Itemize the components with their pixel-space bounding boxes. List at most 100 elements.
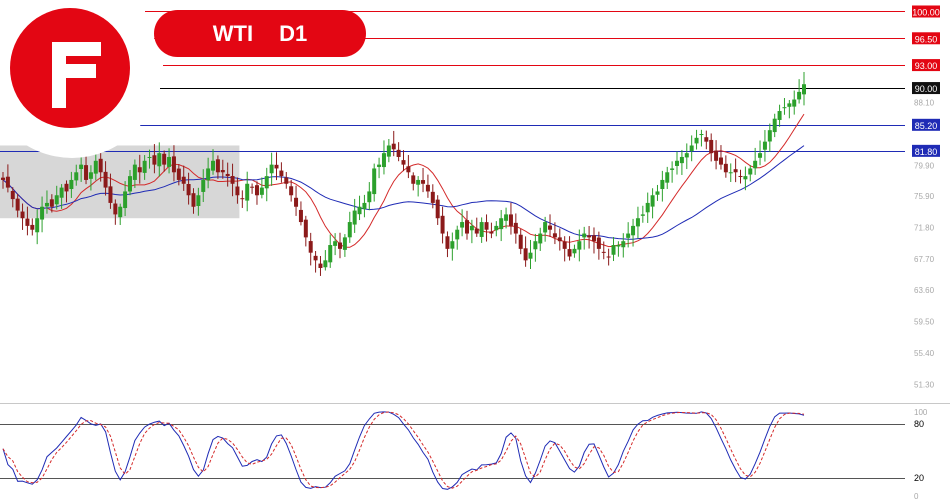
candle-body: [723, 163, 728, 173]
slow-ma-line: [2, 145, 805, 240]
candle-body: [504, 214, 509, 221]
candle-body: [450, 241, 455, 249]
candle-body: [230, 176, 235, 184]
candle-body: [611, 245, 616, 255]
brand-logo: [0, 0, 160, 158]
candle-body: [176, 168, 181, 180]
candle-body: [533, 241, 538, 250]
candle-body: [748, 168, 753, 175]
candle-body: [254, 185, 259, 196]
candle-body: [421, 180, 426, 184]
level-tag-96-50: 96.50: [915, 34, 938, 44]
candle-body: [186, 183, 191, 196]
candle-body: [93, 160, 98, 174]
candle-body: [464, 220, 469, 234]
candle-body: [445, 236, 450, 249]
candle-body: [792, 99, 797, 107]
candle-body: [235, 186, 240, 196]
candle-body: [474, 228, 479, 234]
level-tag-bg: [912, 144, 940, 157]
candle-body: [211, 160, 216, 171]
candle-body: [777, 111, 782, 120]
candle-body: [157, 153, 162, 167]
candle-body: [728, 172, 733, 174]
symbol-badge: WTI D1: [154, 10, 366, 57]
logo-layer: [0, 0, 160, 158]
candle-body: [127, 176, 132, 192]
candle-body: [30, 224, 35, 230]
candle-body: [425, 184, 430, 192]
candle-body: [430, 191, 435, 203]
candle-body: [411, 175, 416, 184]
oscillator-tick-label: 80: [914, 419, 924, 429]
candle-body: [548, 225, 553, 230]
level-tag-81-80: 81.80: [915, 147, 938, 157]
stochastic-main-line: [2, 411, 805, 490]
candle-body: [108, 186, 113, 203]
level-tag-90-00: 90.00: [915, 84, 938, 94]
candle-body: [250, 186, 255, 188]
candle-body: [469, 225, 474, 231]
candle-body: [401, 160, 406, 165]
candle-body: [479, 222, 484, 237]
candle-body: [215, 159, 220, 173]
candle-body: [240, 198, 245, 200]
level-tag-100-00: 100.00: [912, 7, 940, 17]
level-tag-bg: [912, 59, 940, 72]
candle-body: [338, 242, 343, 249]
candle-body: [342, 237, 347, 250]
candle-body: [377, 164, 382, 167]
candle-body: [1, 177, 5, 180]
candle-body: [123, 191, 128, 209]
candle-body: [675, 160, 680, 166]
oscillator-layer: [0, 411, 905, 490]
candle-body: [572, 248, 577, 254]
candle-body: [709, 139, 714, 154]
candle-body: [753, 160, 758, 169]
candle-body: [435, 199, 440, 219]
candle-body: [714, 150, 719, 161]
candle-body: [787, 103, 792, 107]
candle-body: [489, 231, 494, 234]
candle-body: [113, 203, 118, 215]
price-tick-label: 55.40: [914, 349, 935, 358]
candle-body: [88, 172, 93, 179]
candle-body: [142, 160, 147, 173]
candle-body: [440, 215, 445, 234]
candle-body: [20, 211, 25, 219]
candle-body: [264, 176, 269, 189]
candle-body: [220, 170, 225, 173]
candle-body: [670, 168, 675, 170]
candle-body: [523, 248, 528, 261]
candle-body: [181, 176, 186, 184]
candle-body: [406, 166, 411, 173]
candle-body: [797, 91, 802, 100]
candle-body: [391, 143, 396, 150]
candle-body: [5, 176, 10, 188]
candle-body: [118, 206, 123, 218]
price-tick-label: 71.80: [914, 223, 935, 232]
candle-body: [284, 177, 289, 184]
candle-body: [201, 179, 206, 192]
candle-body: [694, 137, 699, 144]
candle-body: [484, 222, 489, 230]
candle-body: [347, 222, 352, 238]
price-tick-label: 59.50: [914, 318, 935, 327]
candle-body: [782, 107, 787, 109]
candle-body: [738, 175, 743, 177]
candle-body: [318, 263, 323, 268]
candle-body: [640, 214, 645, 216]
candle-body: [35, 218, 40, 233]
candle-body: [557, 237, 562, 242]
candle-body: [631, 225, 636, 236]
candle-body: [167, 156, 172, 167]
candle-body: [171, 156, 176, 173]
candle-body: [196, 195, 201, 207]
candle-body: [44, 202, 49, 207]
candle-body: [616, 245, 621, 247]
candle-body: [152, 155, 157, 165]
candle-body: [508, 214, 513, 226]
candle-body: [15, 198, 20, 211]
candle-body: [84, 165, 89, 180]
